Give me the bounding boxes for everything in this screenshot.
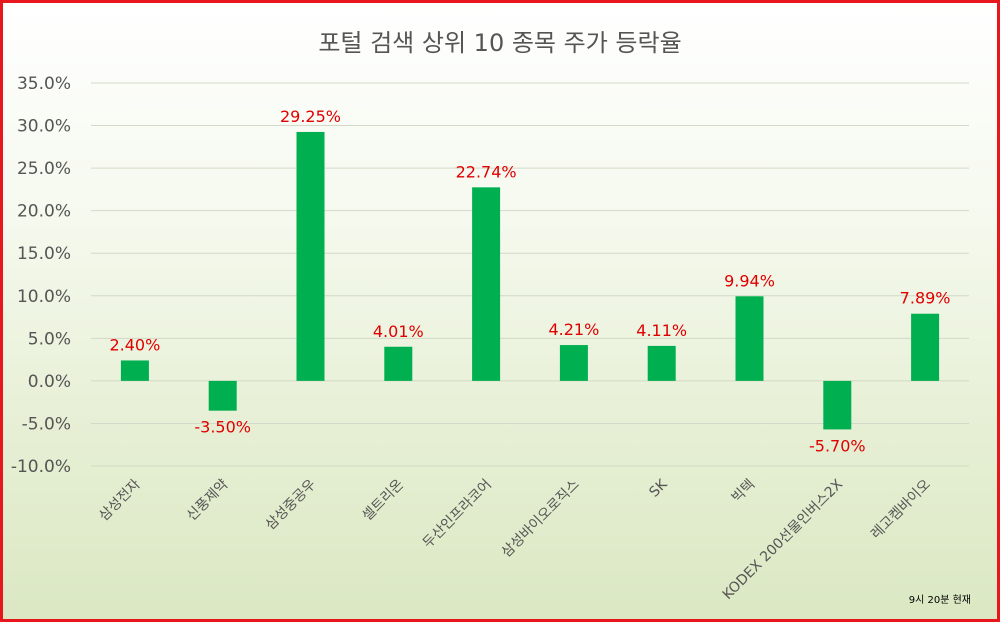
bar — [823, 380, 852, 430]
data-label: 4.21% — [548, 320, 599, 339]
bar — [120, 360, 149, 381]
x-tick-label: SK — [646, 476, 671, 501]
bars — [120, 131, 940, 430]
data-labels: 2.40% -3.50% 29.25% 4.01% 22.74% 4.21% 4.11% 9.… — [109, 107, 950, 455]
data-label: -3.50% — [194, 418, 251, 437]
y-tick-label: 30.0% — [17, 117, 71, 137]
data-label: 7.89% — [900, 289, 951, 308]
y-axis-ticks: 35.0% 30.0% 25.0% 20.0% 15.0% 10.0% 5.0% 0.0% -5… — [11, 74, 71, 477]
data-label: 22.74% — [456, 162, 517, 181]
data-label: 9.94% — [724, 271, 775, 290]
x-tick-label: 빅텍 — [729, 477, 759, 507]
x-tick-label: 삼성중공우 — [262, 476, 319, 533]
bar — [296, 131, 325, 381]
data-label: -5.70% — [809, 436, 866, 455]
timestamp-note: 9시 20분 현재 — [909, 594, 971, 606]
data-label: 29.25% — [280, 107, 341, 126]
bar-chart: 포털 검색 상위 10 종목 주가 등락율 35.0% 30.0% 25.0% 20.… — [11, 29, 971, 606]
bar — [911, 313, 940, 381]
bar — [647, 345, 676, 381]
y-tick-label: 5.0% — [28, 329, 71, 349]
y-tick-label: -5.0% — [22, 414, 71, 434]
y-tick-label: 35.0% — [17, 74, 71, 94]
gridlines — [91, 82, 969, 467]
bar — [735, 296, 764, 381]
x-tick-label: 삼성전자 — [96, 476, 144, 524]
x-tick-label: 레고켐바이오 — [868, 476, 934, 542]
data-label: 2.40% — [109, 335, 160, 354]
x-tick-label: 두산인프라코어 — [420, 477, 495, 552]
y-tick-label: 25.0% — [17, 159, 71, 179]
y-tick-label: 20.0% — [17, 202, 71, 222]
x-axis-ticks: 삼성전자 신풍제약 삼성중공우 셀트리온 두산인프라코어 삼성바이오로직스 SK 빅텍KODE… — [96, 476, 934, 603]
x-tick-label: 삼성바이오로직스 — [499, 476, 583, 560]
y-tick-label: -10.0% — [11, 457, 71, 477]
x-tick-label: 셀트리온 — [359, 476, 407, 524]
y-tick-label: 0.0% — [28, 372, 71, 392]
y-tick-label: 10.0% — [17, 287, 71, 307]
bar — [384, 346, 413, 381]
chart-title: 포털 검색 상위 10 종목 주가 등락율 — [318, 29, 681, 57]
data-label: 4.11% — [636, 321, 687, 340]
data-label: 4.01% — [373, 322, 424, 341]
bar — [559, 345, 588, 381]
x-tick-label: 신풍제약 — [184, 476, 232, 524]
bar — [208, 380, 237, 411]
bar — [472, 187, 501, 381]
y-tick-label: 15.0% — [17, 244, 71, 264]
